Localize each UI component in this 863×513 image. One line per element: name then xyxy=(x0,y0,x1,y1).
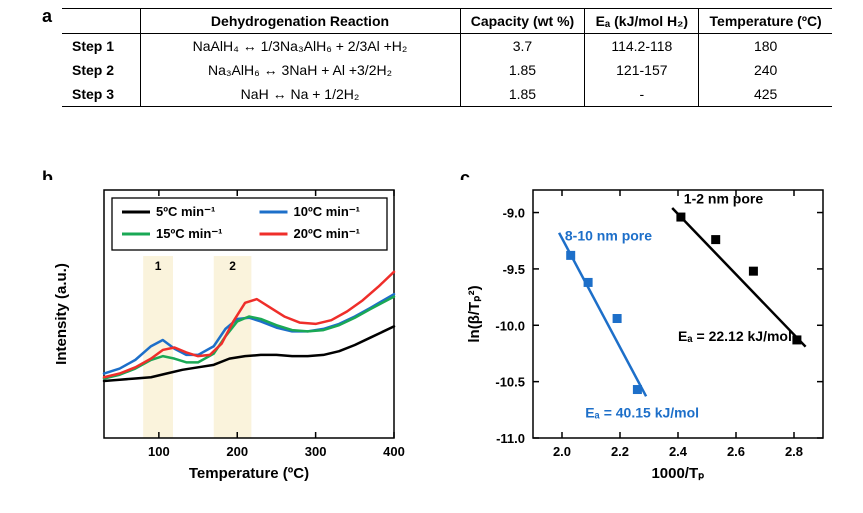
svg-text:Eₐ = 22.12 kJ/mol: Eₐ = 22.12 kJ/mol xyxy=(678,328,792,344)
svg-text:1: 1 xyxy=(155,259,162,273)
svg-text:300: 300 xyxy=(305,444,327,459)
chart-b: 100 200 300 400 Temperature (ºC) Intensity (a… xyxy=(42,180,442,505)
table-cell: Na₃AlH₆ ↔ 3NaH + Al +3/2H₂ xyxy=(140,58,460,82)
svg-text:15ºC min⁻¹: 15ºC min⁻¹ xyxy=(156,226,223,241)
svg-text:100: 100 xyxy=(148,444,170,459)
table-cell: NaH ↔ Na + 1/2H₂ xyxy=(140,82,460,107)
table-cell: Step 2 xyxy=(62,58,140,82)
table-cell: 240 xyxy=(699,58,832,82)
svg-text:10ºC min⁻¹: 10ºC min⁻¹ xyxy=(294,204,361,219)
svg-text:400: 400 xyxy=(383,444,405,459)
table-a: Dehydrogenation Reaction Capacity (wt %)… xyxy=(62,8,832,107)
svg-text:2.2: 2.2 xyxy=(611,444,629,459)
svg-text:2.4: 2.4 xyxy=(669,444,688,459)
svg-text:20ºC min⁻¹: 20ºC min⁻¹ xyxy=(294,226,361,241)
svg-text:2.8: 2.8 xyxy=(785,444,803,459)
table-cell: 114.2-118 xyxy=(585,34,699,59)
table-cell: 425 xyxy=(699,82,832,107)
svg-text:-10.5: -10.5 xyxy=(495,375,525,390)
th-empty xyxy=(62,9,140,34)
svg-text:-9.5: -9.5 xyxy=(503,262,525,277)
svg-text:2.6: 2.6 xyxy=(727,444,745,459)
svg-text:Intensity (a.u.): Intensity (a.u.) xyxy=(53,263,70,365)
svg-text:ln(β/Tₚ²): ln(β/Tₚ²) xyxy=(466,285,483,342)
table-cell: - xyxy=(585,82,699,107)
svg-text:Temperature (ºC): Temperature (ºC) xyxy=(189,465,309,482)
table-cell: 3.7 xyxy=(460,34,585,59)
table-cell: 180 xyxy=(699,34,832,59)
table-cell: Step 3 xyxy=(62,82,140,107)
svg-text:2.0: 2.0 xyxy=(553,444,571,459)
svg-text:1000/Tₚ: 1000/Tₚ xyxy=(651,465,704,482)
svg-text:Eₐ = 40.15 kJ/mol: Eₐ = 40.15 kJ/mol xyxy=(585,405,699,421)
svg-text:-9.0: -9.0 xyxy=(503,206,525,221)
svg-text:8-10 nm pore: 8-10 nm pore xyxy=(565,228,652,244)
table-cell: Step 1 xyxy=(62,34,140,59)
svg-text:1-2 nm pore: 1-2 nm pore xyxy=(684,191,764,207)
svg-text:200: 200 xyxy=(226,444,248,459)
th-capacity: Capacity (wt %) xyxy=(460,9,585,34)
table-cell: 1.85 xyxy=(460,58,585,82)
table-cell: NaAlH₄ ↔ 1/3Na₃AlH₆ + 2/3Al +H₂ xyxy=(140,34,460,59)
svg-text:2: 2 xyxy=(229,259,236,273)
th-temperature: Temperature (ºC) xyxy=(699,9,832,34)
svg-text:5ºC min⁻¹: 5ºC min⁻¹ xyxy=(156,204,215,219)
table-cell: 1.85 xyxy=(460,82,585,107)
table-cell: 121-157 xyxy=(585,58,699,82)
th-reaction: Dehydrogenation Reaction xyxy=(140,9,460,34)
chart-c: 2.0 2.2 2.4 2.6 2.8 -11.0 -10.5 -10.0 -9.5 -9.0 10… xyxy=(455,180,855,505)
svg-text:-10.0: -10.0 xyxy=(495,318,525,333)
svg-text:-11.0: -11.0 xyxy=(496,431,525,446)
th-ea: Eₐ (kJ/mol H₂) xyxy=(585,9,699,34)
panel-label-a: a xyxy=(42,6,52,27)
